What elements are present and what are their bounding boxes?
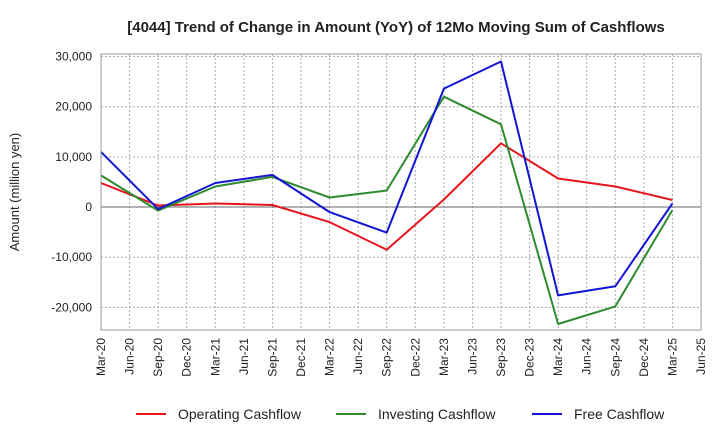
- x-tick-label: Mar-23: [437, 338, 451, 376]
- y-tick-label: -20,000: [51, 300, 92, 314]
- series-lines: [100, 60, 674, 325]
- x-tick-label: Jun-25: [694, 338, 708, 375]
- y-tick-label: 30,000: [55, 50, 92, 64]
- y-tick-label: 20,000: [55, 100, 92, 114]
- x-tick-label: Sep-22: [380, 338, 394, 377]
- x-tick-label: Jun-20: [123, 338, 137, 375]
- x-tick-label: Jun-22: [351, 338, 365, 375]
- investing-cashflow-legend-label: Investing Cashflow: [378, 406, 496, 422]
- x-tick-label: Mar-22: [323, 338, 337, 376]
- y-axis-title: Amount (million yen): [7, 133, 22, 252]
- x-tick-label: Sep-24: [608, 338, 622, 377]
- x-tick-label: Sep-20: [151, 338, 165, 377]
- x-tick-label: Dec-23: [523, 338, 537, 377]
- x-tick-label: Dec-24: [637, 338, 651, 377]
- plot-area-frame: [100, 53, 702, 331]
- x-tick-label: Jun-23: [465, 338, 479, 375]
- x-tick-label: Mar-25: [665, 338, 679, 376]
- free-cashflow-legend-label: Free Cashflow: [574, 406, 665, 422]
- y-tick-label: 10,000: [55, 150, 92, 164]
- y-tick-label: -10,000: [51, 250, 92, 264]
- free-cashflow-line: [100, 60, 674, 297]
- x-tick-label: Mar-21: [208, 338, 222, 376]
- x-tick-label: Sep-23: [494, 338, 508, 377]
- x-tick-label: Mar-24: [551, 338, 565, 376]
- x-tick-label: Dec-21: [294, 338, 308, 377]
- x-tick-label: Mar-20: [94, 338, 108, 376]
- y-tick-label: 0: [85, 200, 92, 214]
- x-axis-ticks: Mar-20 Jun-20 Sep-20 Dec-20 Mar-21 Jun-21 Sep-…: [94, 338, 708, 377]
- x-tick-label: Jun-21: [237, 338, 251, 375]
- x-tick-label: Dec-22: [408, 338, 422, 377]
- investing-cashflow-line: [100, 95, 674, 325]
- operating-cashflow-legend-label: Operating Cashflow: [178, 406, 302, 422]
- operating-cashflow-line: [100, 142, 673, 251]
- legend: Operating Cashflow Investing Cashflow Free…: [136, 406, 665, 422]
- x-tick-label: Dec-20: [180, 338, 194, 377]
- y-axis-ticks: 30,000 20,000 10,000 0 -10,000 -20,000: [51, 50, 92, 315]
- x-tick-label: Sep-21: [265, 338, 279, 377]
- grid: [100, 54, 702, 330]
- x-tick-label: Jun-24: [580, 338, 594, 375]
- chart-title: [4044] Trend of Change in Amount (YoY) o…: [127, 19, 665, 36]
